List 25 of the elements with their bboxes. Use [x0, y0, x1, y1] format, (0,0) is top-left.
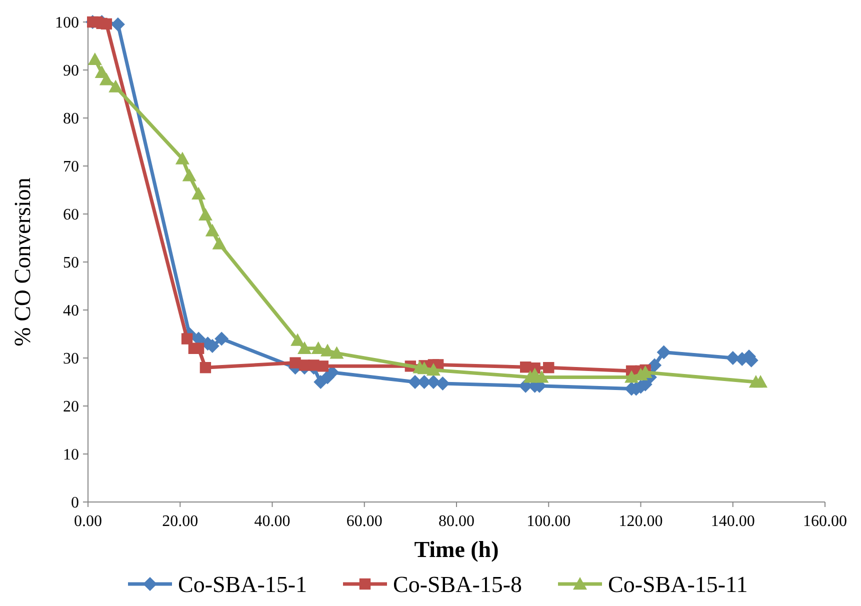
y-tick-label: 80 [63, 110, 79, 128]
x-tick-label: 80.00 [438, 513, 474, 530]
x-tick-label: 160.00 [803, 513, 847, 530]
y-tick-label: 90 [63, 62, 79, 80]
x-tick-label: 20.00 [162, 513, 198, 530]
x-tick-label: 60.00 [346, 513, 382, 530]
y-tick-label: 70 [63, 158, 79, 176]
legend-label: Co-SBA-15-8 [393, 572, 522, 598]
y-tick-label: 30 [63, 350, 79, 368]
y-tick-label: 0 [71, 494, 79, 512]
x-tick-label: 0.00 [74, 513, 102, 530]
x-tick-label: 40.00 [254, 513, 290, 530]
x-tick-label: 120.00 [618, 513, 663, 530]
y-tick-label: 20 [63, 398, 79, 416]
y-tick-label: 40 [63, 302, 79, 320]
legend-label: Co-SBA-15-1 [178, 572, 308, 598]
y-tick-label: 60 [63, 206, 79, 224]
x-tick-label: 140.00 [710, 513, 755, 530]
y-tick-label: 50 [63, 254, 79, 272]
y-tick-label: 10 [63, 446, 79, 464]
x-axis-title: Time (h) [414, 537, 499, 562]
y-axis-title: % CO Conversion [10, 177, 35, 346]
x-tick-label: 100.00 [526, 513, 571, 530]
y-tick-label: 100 [55, 14, 79, 32]
legend-label: Co-SBA-15-11 [608, 572, 748, 598]
